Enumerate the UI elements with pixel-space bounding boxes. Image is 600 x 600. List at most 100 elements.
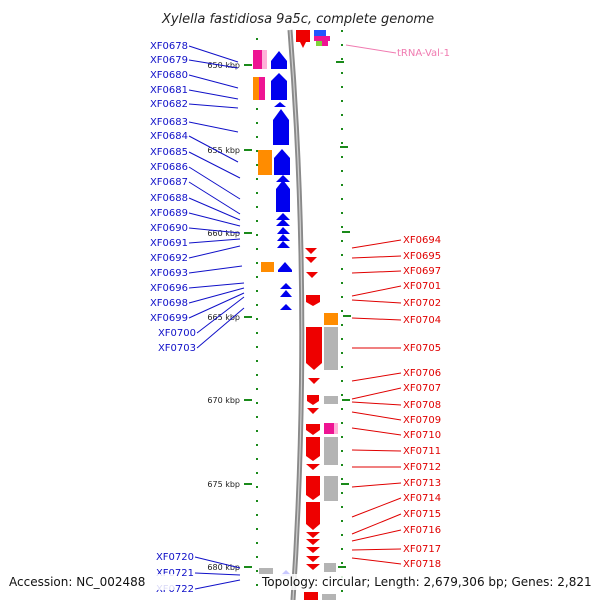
gene-label[interactable]: XF0693: [150, 265, 243, 279]
svg-text:XF0717: XF0717: [403, 544, 441, 555]
svg-text:XF0700: XF0700: [158, 328, 196, 339]
svg-text:XF0718: XF0718: [403, 559, 441, 570]
gene-label[interactable]: XF0678: [150, 41, 239, 63]
gene-arrow-reverse: [306, 532, 320, 538]
gene-label[interactable]: XF0705: [352, 343, 441, 354]
gene-label[interactable]: XF0690: [150, 223, 241, 234]
gene-label[interactable]: XF0709: [351, 411, 441, 426]
svg-text:XF0706: XF0706: [403, 368, 441, 379]
gene-arrow-reverse: [306, 556, 320, 562]
tick-655: 655 kbp: [207, 146, 252, 155]
gene-arrow-forward: [274, 149, 290, 175]
gene-arrow-reverse: [306, 539, 320, 545]
svg-text:XF0683: XF0683: [150, 117, 188, 128]
svg-text:XF0703: XF0703: [158, 343, 196, 354]
gene-label[interactable]: XF0715: [351, 509, 441, 535]
gene-arrow-forward: [273, 109, 289, 145]
gene-arrow-reverse: [306, 547, 320, 553]
gene-arrow-reverse: [307, 408, 319, 414]
svg-text:XF0684: XF0684: [150, 131, 188, 142]
gene-label[interactable]: XF0680: [150, 70, 239, 89]
gene-label[interactable]: XF0685: [150, 147, 241, 179]
feature-box: [253, 77, 260, 100]
gene-label[interactable]: XF0681: [150, 85, 239, 100]
footer: Accession: NC_002488 Topology: circular;…: [6, 574, 594, 590]
gene-label[interactable]: XF0689: [150, 208, 241, 227]
gene-label[interactable]: XF0720: [156, 552, 241, 569]
gene-arrow-reverse: [306, 476, 320, 500]
gene-arrow-forward: [271, 73, 287, 100]
gene-label[interactable]: XF0696: [150, 282, 245, 294]
gene-label[interactable]: XF0694: [351, 235, 441, 249]
svg-text:XF0691: XF0691: [150, 238, 188, 249]
gene-arrow-reverse: [305, 248, 317, 254]
svg-text:XF0711: XF0711: [403, 446, 441, 457]
gene-label[interactable]: XF0717: [351, 544, 441, 555]
gene-arrow-forward: [276, 175, 290, 182]
gene-arrow-forward: [271, 51, 287, 69]
gene-label[interactable]: XF0713: [351, 478, 441, 489]
gene-label[interactable]: XF0682: [150, 99, 239, 110]
feature-box: [324, 423, 338, 434]
gene-label[interactable]: XF0718: [351, 557, 441, 570]
svg-text:XF0689: XF0689: [150, 208, 188, 219]
gene-label[interactable]: XF0706: [351, 368, 441, 382]
svg-text:XF0701: XF0701: [403, 281, 441, 292]
gene-label[interactable]: XF0707: [351, 383, 441, 400]
gene-label[interactable]: XF0702: [351, 298, 441, 309]
feature-box: [324, 563, 336, 572]
svg-text:XF0702: XF0702: [403, 298, 441, 309]
tick-650: 650 kbp: [207, 61, 252, 70]
svg-text:XF0720: XF0720: [156, 552, 194, 563]
svg-text:XF0694: XF0694: [403, 235, 441, 246]
tick-label: 665 kbp: [207, 313, 240, 322]
tick-label: 680 kbp: [207, 563, 240, 572]
gene-label[interactable]: XF0684: [150, 131, 239, 163]
gene-arrow-forward: [276, 213, 290, 220]
svg-text:XF0707: XF0707: [403, 383, 441, 394]
gene-label[interactable]: XF0714: [351, 493, 441, 518]
gene-arrow-forward: [277, 241, 290, 248]
svg-text:XF0698: XF0698: [150, 298, 188, 309]
svg-text:XF0696: XF0696: [150, 283, 188, 294]
svg-text:XF0699: XF0699: [150, 313, 188, 324]
gene-label[interactable]: XF0700: [158, 296, 245, 339]
svg-text:XF0697: XF0697: [403, 266, 441, 277]
gene-label[interactable]: XF0703: [158, 307, 245, 354]
gene-label[interactable]: XF0697: [351, 266, 441, 277]
feature-box: [324, 437, 338, 465]
gene-label[interactable]: XF0710: [351, 427, 441, 441]
right-feature-boxes: [322, 313, 338, 600]
gene-label[interactable]: XF0712: [352, 462, 441, 473]
gene-label[interactable]: XF0711: [351, 446, 441, 457]
gene-arrow-reverse: [308, 378, 320, 384]
gene-label[interactable]: XF0691: [150, 238, 241, 249]
gene-label[interactable]: XF0721: [156, 568, 241, 579]
gene-label[interactable]: XF0687: [150, 177, 241, 215]
svg-text:XF0685: XF0685: [150, 147, 188, 158]
gene-label[interactable]: XF0692: [150, 245, 241, 264]
svg-text:XF0681: XF0681: [150, 85, 188, 96]
gene-label[interactable]: XF0695: [351, 251, 441, 262]
svg-text:XF0704: XF0704: [403, 315, 441, 326]
gene-label[interactable]: XF0701: [351, 281, 441, 297]
gene-label[interactable]: XF0716: [351, 525, 441, 542]
tick-label: 670 kbp: [207, 396, 240, 405]
reverse-strand-genes: [296, 30, 330, 600]
trna-callout: tRNA-Val-1: [345, 44, 450, 59]
gene-label[interactable]: XF0679: [150, 55, 239, 69]
gene-label[interactable]: XF0688: [150, 193, 241, 221]
gene-label[interactable]: XF0708: [351, 400, 441, 411]
gene-label[interactable]: XF0686: [150, 162, 241, 200]
gene-label[interactable]: XF0704: [351, 315, 441, 326]
gene-label[interactable]: XF0699: [150, 292, 245, 324]
tick-670: 670 kbp: [207, 396, 252, 405]
gene-label[interactable]: XF0683: [150, 117, 239, 133]
gene-box-bottom: [304, 592, 318, 600]
gene-box-top: [296, 30, 310, 42]
gene-label[interactable]: XF0722: [156, 579, 241, 595]
svg-text:XF0692: XF0692: [150, 253, 188, 264]
feature-box: [261, 262, 274, 272]
svg-text:XF0688: XF0688: [150, 193, 188, 204]
gene-label[interactable]: XF0698: [150, 287, 245, 309]
